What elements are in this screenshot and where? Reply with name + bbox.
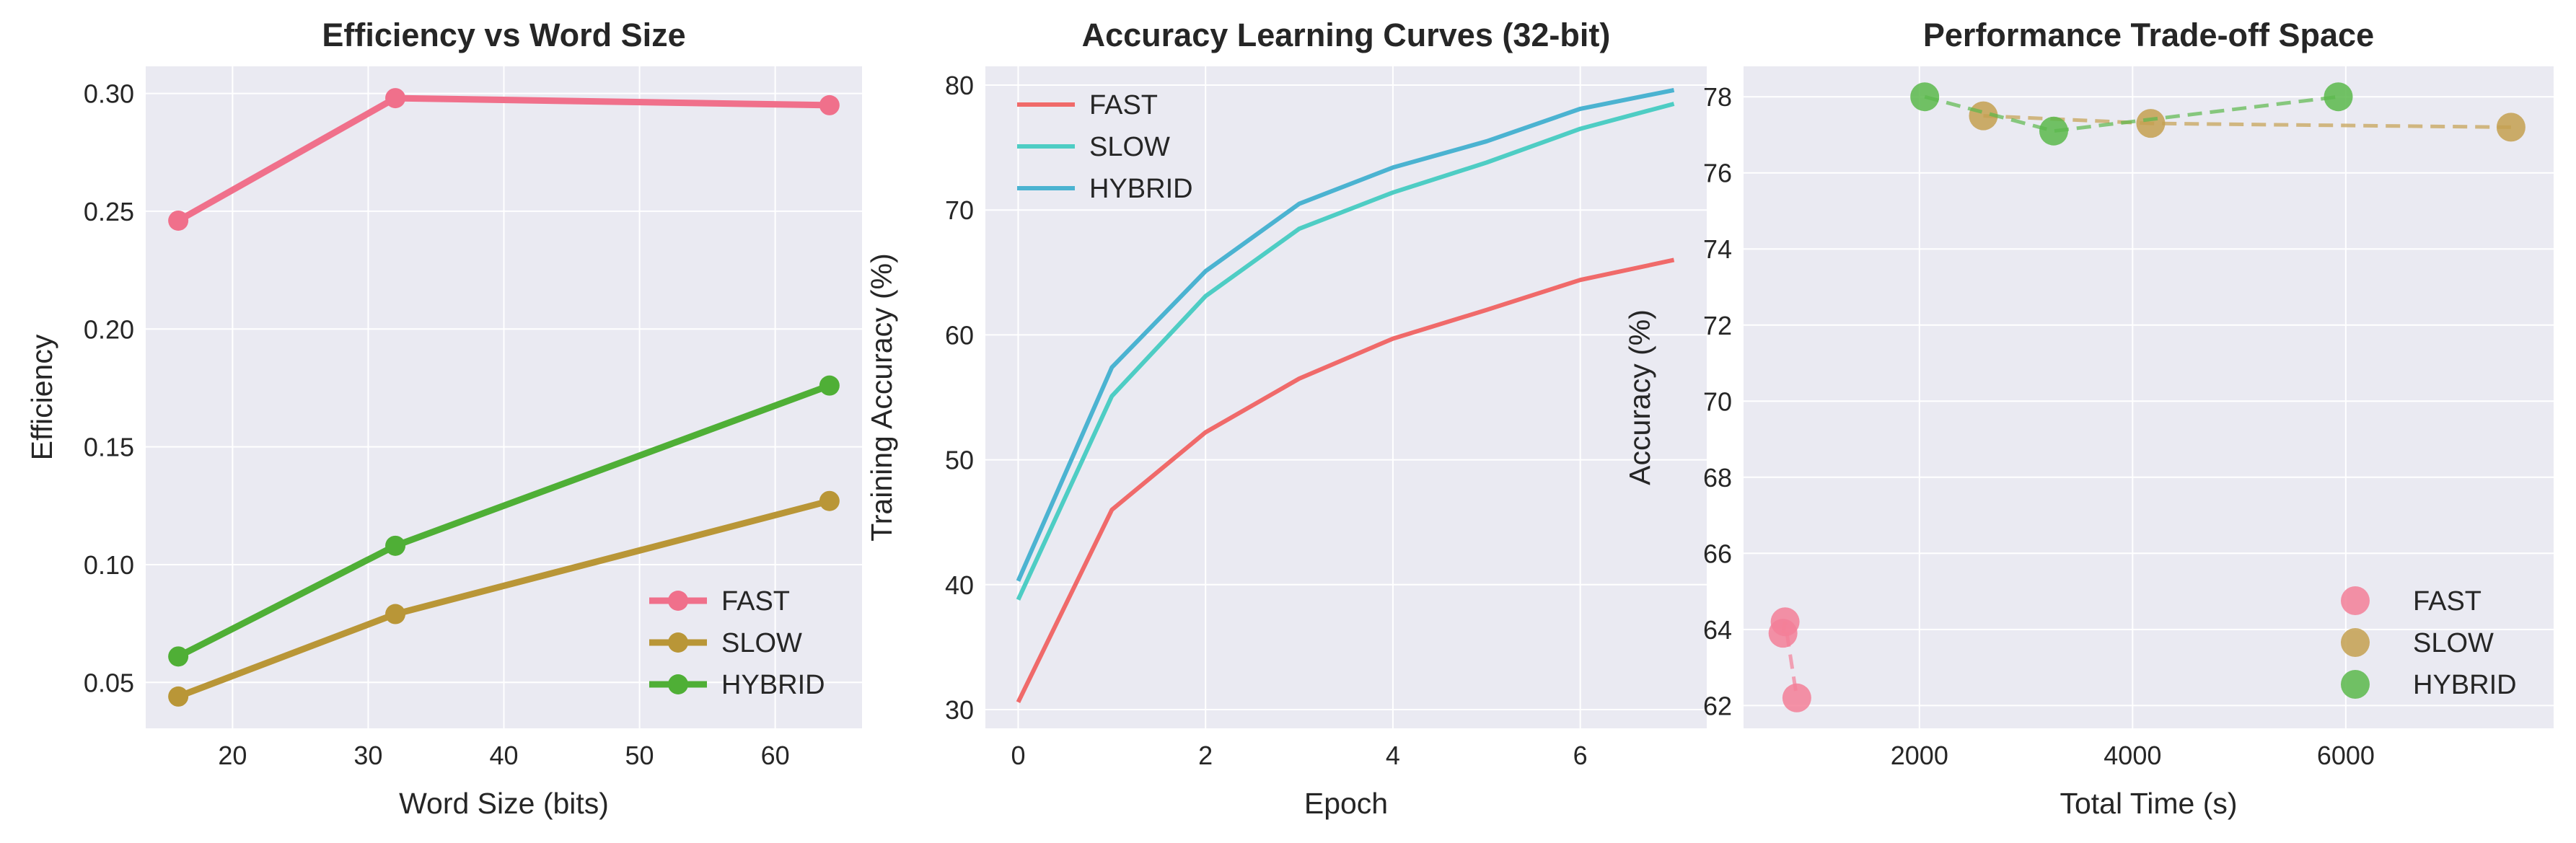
series-line-slow (1016, 102, 1675, 601)
legend-label-slow: SLOW (721, 628, 802, 658)
x-tick-label: 4 (1386, 741, 1400, 770)
series-marks (168, 88, 840, 707)
x-axis-label: Epoch (1304, 787, 1388, 820)
legend-label-slow: SLOW (2413, 628, 2494, 658)
data-point-hybrid (1910, 82, 1940, 112)
chart-title: Performance Trade-off Space (1923, 17, 2374, 53)
legend-label-fast: FAST (1089, 90, 1158, 120)
y-tick-label: 60 (945, 320, 974, 350)
grid (1744, 66, 2554, 728)
x-tick-label: 50 (625, 741, 654, 770)
plot-area (1744, 66, 2554, 728)
data-point-fast (1770, 607, 1800, 637)
legend-label-fast: FAST (721, 586, 790, 617)
tick-labels: 0 2 4 6 30 40 50 60 70 80 (945, 71, 1588, 770)
y-tick-label: 74 (1703, 234, 1732, 264)
x-tick-label: 6000 (2317, 741, 2375, 770)
tradeoff-chart: Performance Trade-off Space Total Time (… (1623, 17, 2554, 820)
legend-label-fast: FAST (2413, 586, 2482, 617)
x-tick-label: 4000 (2104, 741, 2161, 770)
y-tick-label: 0.25 (84, 197, 134, 226)
data-point-fast (1782, 683, 1811, 712)
grid (146, 66, 862, 728)
legend-marker-slow (668, 632, 688, 653)
legend-label-hybrid: HYBRID (721, 670, 825, 700)
x-tick-label: 20 (218, 741, 247, 770)
series-line-hybrid (1016, 87, 1675, 582)
legend-label-slow: SLOW (1089, 132, 1170, 162)
efficiency-chart: Efficiency vs Word Size Word Size (bits)… (25, 17, 862, 820)
chart-title: Efficiency vs Word Size (322, 17, 685, 53)
x-axis-label: Word Size (bits) (399, 787, 609, 820)
tick-labels: 2000 4000 6000 62 64 66 68 70 72 74 76 78 (1703, 82, 2375, 770)
y-tick-label: 66 (1703, 539, 1732, 568)
data-point-hybrid (819, 375, 840, 396)
learning-curves-chart: Accuracy Learning Curves (32-bit) Epoch … (865, 17, 1707, 820)
y-tick-label: 64 (1703, 615, 1732, 645)
data-point-slow (2136, 109, 2166, 138)
data-point-slow (168, 686, 189, 707)
y-tick-label: 70 (945, 195, 974, 225)
data-point-fast (385, 88, 406, 109)
y-tick-label: 80 (945, 71, 974, 100)
y-tick-label: 68 (1703, 463, 1732, 493)
x-tick-label: 40 (489, 741, 518, 770)
y-tick-label: 50 (945, 446, 974, 475)
y-tick-label: 62 (1703, 691, 1732, 720)
y-tick-label: 0.30 (84, 79, 134, 109)
legend-label-hybrid: HYBRID (1089, 174, 1193, 204)
series-line-fast (1016, 257, 1675, 703)
legend-marker-hybrid (2341, 670, 2370, 699)
data-point-fast (168, 210, 189, 231)
chart-title: Accuracy Learning Curves (32-bit) (1082, 17, 1611, 53)
series-marks (1016, 87, 1675, 703)
y-tick-label: 78 (1703, 82, 1732, 112)
trend-line-hybrid (1924, 94, 2339, 133)
data-point-slow (819, 490, 840, 511)
series-marks (1768, 82, 2526, 712)
y-axis-label: Accuracy (%) (1623, 309, 1656, 485)
x-tick-label: 2000 (1891, 741, 1948, 770)
legend: FAST SLOW HYBRID (2341, 586, 2517, 700)
legend: FAST SLOW HYBRID (649, 586, 825, 700)
y-tick-label: 70 (1703, 387, 1732, 416)
y-tick-label: 30 (945, 695, 974, 725)
data-point-slow (2496, 112, 2526, 142)
y-tick-label: 0.15 (84, 433, 134, 462)
x-tick-label: 60 (761, 741, 790, 770)
data-point-hybrid (385, 535, 406, 556)
legend-marker-slow (2341, 628, 2370, 657)
y-tick-label: 40 (945, 570, 974, 600)
legend-marker-fast (668, 591, 688, 611)
data-point-hybrid (2324, 82, 2353, 112)
x-axis-label: Total Time (s) (2060, 787, 2237, 820)
x-tick-label: 30 (353, 741, 382, 770)
y-tick-label: 76 (1703, 159, 1732, 188)
data-point-hybrid (168, 646, 189, 667)
y-tick-label: 0.20 (84, 314, 134, 344)
x-tick-label: 6 (1573, 741, 1588, 770)
plot-area (985, 66, 1707, 728)
y-axis-label: Training Accuracy (%) (865, 253, 898, 542)
data-point-slow (385, 604, 406, 624)
x-tick-label: 2 (1198, 741, 1213, 770)
tick-labels: 20 30 40 50 60 0.05 0.10 0.15 0.20 0.25 0.30 (84, 79, 790, 770)
y-tick-label: 0.10 (84, 550, 134, 580)
legend: FAST SLOW HYBRID (1017, 90, 1193, 204)
x-tick-label: 0 (1011, 741, 1025, 770)
y-tick-label: 0.05 (84, 668, 134, 697)
data-point-fast (819, 94, 840, 115)
data-point-hybrid (2039, 116, 2068, 146)
y-axis-label: Efficiency (25, 334, 58, 460)
legend-marker-hybrid (668, 674, 688, 694)
legend-marker-fast (2341, 586, 2370, 615)
legend-label-hybrid: HYBRID (2413, 670, 2517, 700)
y-tick-label: 72 (1703, 311, 1732, 340)
